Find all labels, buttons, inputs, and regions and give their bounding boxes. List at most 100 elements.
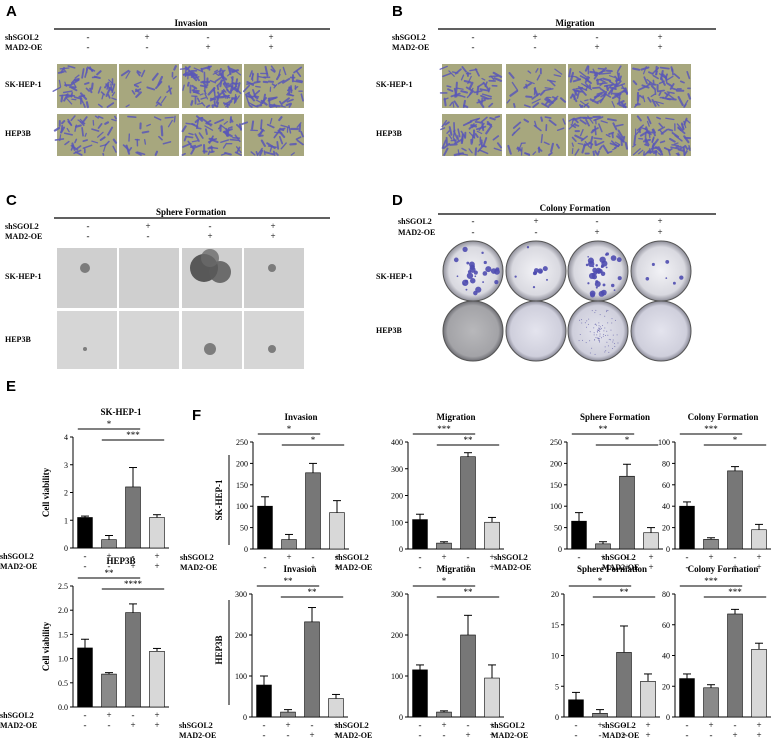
bar-chart: Sphere Formation050100150200250***shSGOL… (494, 412, 663, 572)
y-tick-label: 3 (64, 461, 68, 470)
bar (484, 521, 500, 550)
x-row-label-sgol: shSGOL2 (179, 721, 213, 730)
x-tick-label: - (263, 720, 266, 730)
sign: + (657, 32, 662, 42)
x-tick-label: + (645, 720, 650, 730)
sign: + (270, 221, 275, 231)
micrograph-tile (242, 64, 304, 109)
micrograph-tile (440, 114, 502, 157)
x-row-label-mad: MAD2-OE (179, 731, 216, 740)
x-tick-label: - (287, 730, 290, 740)
x-tick-label: + (285, 720, 290, 730)
x-row-label-sgol: shSGOL2 (602, 721, 636, 730)
x-tick-label: + (648, 552, 653, 562)
panel-f-row1-label: SK-HEP-1 (214, 479, 224, 521)
y-tick-label: 0.5 (58, 679, 68, 688)
colony-well (442, 240, 504, 302)
sign: - (87, 231, 90, 241)
bar (281, 539, 297, 550)
x-tick-label: - (84, 710, 87, 720)
y-tick-label: 10 (551, 652, 559, 661)
x-tick-label: + (334, 562, 339, 572)
y-tick-label: 0 (666, 713, 670, 722)
x-tick-label: + (756, 730, 761, 740)
significance-label: ** (464, 587, 474, 597)
bar (703, 687, 719, 718)
sign: + (207, 231, 212, 241)
x-tick-label: - (443, 730, 446, 740)
bar (412, 669, 428, 718)
sign: - (87, 32, 90, 42)
micrograph-tile (506, 64, 567, 108)
sphere-tile (57, 248, 117, 308)
x-tick-label: + (286, 552, 291, 562)
micrograph-tile (52, 64, 117, 109)
chart-title: HEP3B (106, 556, 135, 566)
colony-well (630, 240, 692, 302)
x-row-label-sgol: shSGOL2 (0, 552, 34, 561)
y-tick-label: 250 (550, 438, 562, 447)
bar (751, 649, 767, 718)
y-tick-label: 20 (551, 590, 559, 599)
y-tick-label: 20 (662, 524, 670, 533)
micrograph-tile (179, 64, 242, 109)
chart-title: Migration (437, 412, 476, 422)
y-tick-label: 0 (243, 713, 247, 722)
x-tick-label: - (686, 552, 689, 562)
x-tick-label: + (489, 552, 494, 562)
bar (149, 651, 165, 708)
x-tick-label: + (600, 552, 605, 562)
chart-title: Sphere Formation (577, 564, 647, 574)
significance-label: *** (704, 576, 718, 586)
panel-d-mad-label: MAD2-OE (398, 228, 435, 237)
x-tick-label: - (84, 561, 87, 571)
bar (305, 472, 321, 550)
significance-label: *** (437, 424, 451, 434)
panel-label-f: F (192, 407, 201, 424)
y-tick-label: 80 (662, 590, 670, 599)
y-tick-label: 200 (236, 459, 248, 468)
bar (595, 543, 611, 550)
sphere-tile (57, 311, 117, 369)
y-tick-label: 2 (64, 489, 68, 498)
sphere-tile (182, 248, 242, 308)
panel-label-d: D (392, 192, 403, 209)
y-tick-label: 100 (391, 672, 403, 681)
significance-label: ** (620, 587, 630, 597)
significance-label: *** (704, 424, 718, 434)
y-tick-label: 400 (391, 438, 403, 447)
panel-a-row1-label: SK-HEP-1 (5, 80, 41, 89)
x-tick-label: + (645, 730, 650, 740)
x-tick-label: - (734, 552, 737, 562)
x-row-label-mad: MAD2-OE (491, 731, 528, 740)
micrograph-tile (506, 114, 566, 156)
x-tick-label: - (419, 720, 422, 730)
micrograph-tile (631, 114, 691, 157)
x-row-label-mad: MAD2-OE (180, 563, 217, 572)
bar (484, 677, 500, 718)
panel-b-micrographs (439, 64, 692, 157)
x-tick-label: + (441, 720, 446, 730)
panel-a-sgol-label: shSGOL2 (5, 33, 39, 42)
panel-c-sgol-label: shSGOL2 (5, 222, 39, 231)
chart-title: Migration (437, 564, 476, 574)
x-row-label-sgol: shSGOL2 (180, 553, 214, 562)
y-tick-label: 100 (236, 502, 248, 511)
micrograph-tile (119, 114, 179, 156)
micrograph-tile (53, 114, 118, 156)
x-tick-label: + (310, 562, 315, 572)
sign: - (472, 227, 475, 237)
micrograph-tile (241, 114, 304, 157)
x-tick-label: + (756, 552, 761, 562)
significance-label: * (311, 435, 316, 445)
y-tick-label: 0 (399, 545, 403, 554)
y-tick-label: 0 (244, 545, 248, 554)
x-tick-label: + (756, 562, 761, 572)
x-tick-label: + (106, 710, 111, 720)
sign: - (146, 42, 149, 52)
significance-label: * (733, 435, 738, 445)
bar (149, 517, 165, 549)
significance-label: * (287, 424, 292, 434)
x-tick-label: + (130, 720, 135, 730)
x-tick-label: + (489, 720, 494, 730)
